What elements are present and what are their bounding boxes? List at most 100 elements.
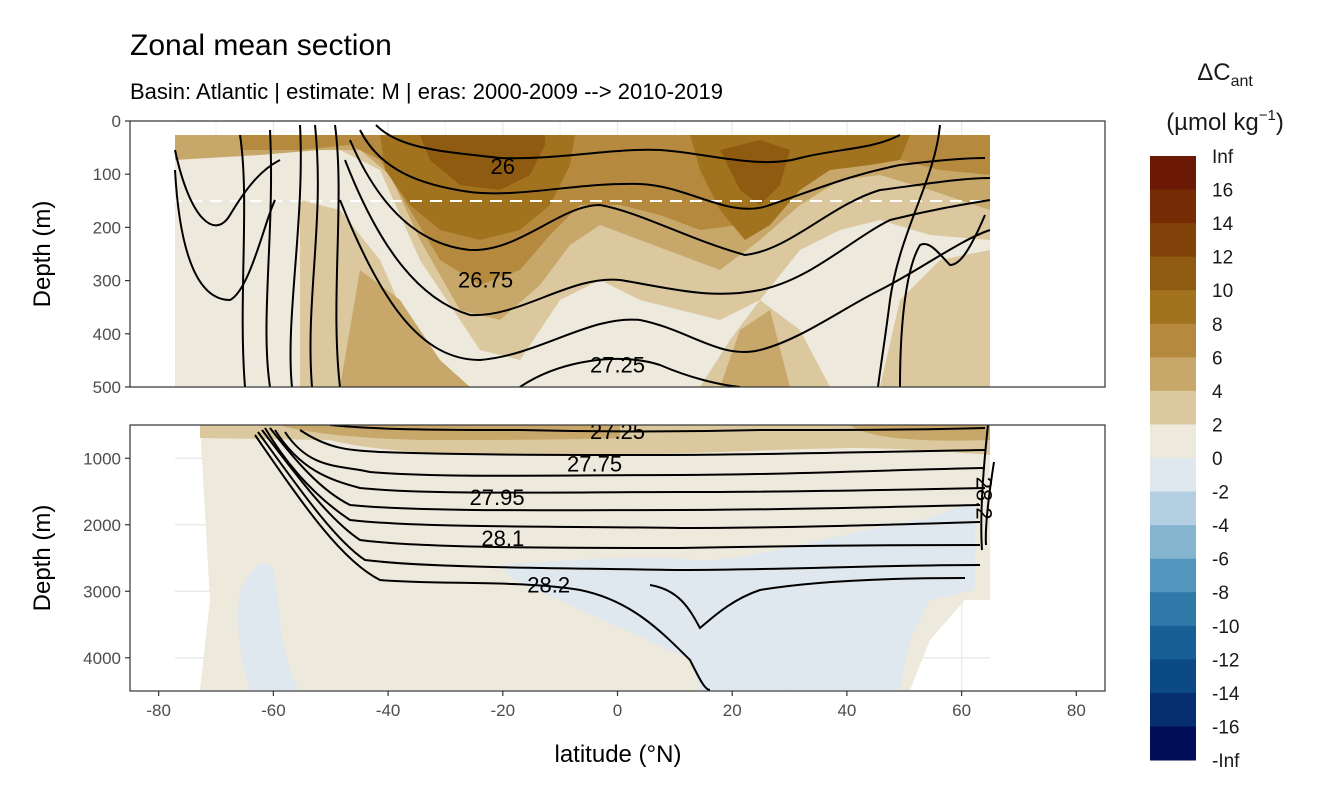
legend-label: 0 bbox=[1212, 449, 1223, 470]
legend-label: 2 bbox=[1212, 415, 1223, 436]
upper-y-axis-title: Depth (m) bbox=[29, 201, 56, 308]
contour-label: 27.95 bbox=[470, 485, 525, 510]
contour-steep-3 bbox=[289, 124, 302, 387]
chart-subtitle: Basin: Atlantic | estimate: M | eras: 20… bbox=[130, 79, 723, 104]
contour-label: 26 bbox=[491, 154, 515, 179]
upper-y-axis: 0 100 200 300 400 500 bbox=[93, 112, 130, 397]
legend-color-swatch bbox=[1150, 256, 1196, 291]
x-tick-label: -80 bbox=[146, 701, 171, 720]
legend-title-subscript: ant bbox=[1231, 73, 1254, 90]
contour-label: 28.2 bbox=[972, 477, 997, 520]
x-axis-title: latitude (°N) bbox=[555, 741, 682, 768]
contour-28-15 bbox=[257, 431, 981, 572]
legend-label: 6 bbox=[1212, 348, 1223, 369]
contour-26 bbox=[375, 124, 901, 164]
legend-label: -16 bbox=[1212, 717, 1239, 738]
y-tick-label: 0 bbox=[112, 112, 121, 131]
contour-steep-1 bbox=[334, 124, 341, 387]
legend-units-superscript: −1 bbox=[1259, 107, 1276, 124]
y-tick-label: 2000 bbox=[83, 516, 121, 535]
x-tick-label: 40 bbox=[837, 701, 856, 720]
lower-y-axis: 1000 2000 3000 4000 bbox=[83, 449, 130, 668]
x-tick-label: -60 bbox=[261, 701, 286, 720]
contour-label: 26.75 bbox=[458, 268, 513, 293]
x-tick-label: 60 bbox=[952, 701, 971, 720]
y-tick-label: 400 bbox=[93, 325, 121, 344]
contour-28 bbox=[264, 427, 981, 530]
legend-units-main: (µmol kg bbox=[1166, 109, 1259, 136]
legend-label: 8 bbox=[1212, 315, 1223, 336]
legend-color-swatch bbox=[1150, 223, 1196, 258]
upper-field-mask-right bbox=[990, 121, 1105, 387]
contour-north-edge-1 bbox=[980, 425, 989, 551]
contour-26-75 bbox=[344, 159, 991, 317]
legend-label: -10 bbox=[1212, 617, 1239, 638]
contour-north-edge-2 bbox=[984, 461, 995, 546]
y-tick-label: 4000 bbox=[83, 649, 121, 668]
contour-27-75 bbox=[284, 431, 986, 477]
legend-color-swatch bbox=[1150, 189, 1196, 224]
y-tick-label: 300 bbox=[93, 272, 121, 291]
contour-27 bbox=[339, 199, 991, 362]
contour-26-25 bbox=[359, 129, 986, 210]
contour-loop-south bbox=[174, 169, 276, 302]
contour-27-25 bbox=[519, 357, 741, 387]
lower-y-axis-title: Depth (m) bbox=[29, 505, 56, 612]
legend-color-swatch bbox=[1150, 625, 1196, 660]
contour-north-steep-1 bbox=[877, 124, 941, 387]
upper-density-contours bbox=[174, 124, 991, 387]
x-tick-label: 80 bbox=[1067, 701, 1086, 720]
upper-field-band-12 bbox=[420, 135, 790, 205]
legend-label: 10 bbox=[1212, 281, 1233, 302]
contour-loop-south-2 bbox=[174, 149, 281, 227]
legend-color-swatch bbox=[1150, 424, 1196, 459]
legend-title-main: ΔC bbox=[1197, 59, 1230, 86]
x-tick-label: 0 bbox=[613, 701, 622, 720]
y-tick-label: 100 bbox=[93, 165, 121, 184]
x-tick-label: 20 bbox=[723, 701, 742, 720]
contour-steep-2 bbox=[309, 124, 319, 387]
upper-contour-labels: 26 26.75 27.25 bbox=[458, 154, 645, 377]
legend-color-swatch bbox=[1150, 458, 1196, 493]
legend-label: -14 bbox=[1212, 684, 1240, 705]
legend-label: -4 bbox=[1212, 516, 1229, 537]
legend-color-swatch bbox=[1150, 357, 1196, 392]
legend-label: -6 bbox=[1212, 550, 1229, 571]
upper-panel: 26 26.75 27.25 0 100 200 300 400 500 Depth (m) bbox=[29, 112, 1106, 397]
legend-label: -8 bbox=[1212, 583, 1229, 604]
legend-color-swatch bbox=[1150, 659, 1196, 694]
legend-color-swatch bbox=[1150, 491, 1196, 526]
y-tick-label: 3000 bbox=[83, 582, 121, 601]
legend-color-swatch bbox=[1150, 290, 1196, 325]
contour-label: 27.25 bbox=[590, 419, 645, 444]
upper-panel-border bbox=[129, 120, 1106, 388]
y-tick-label: 1000 bbox=[83, 449, 121, 468]
lower-field-mask-right bbox=[990, 425, 1105, 691]
x-tick-label: -20 bbox=[491, 701, 516, 720]
x-axis: -80 -60 -40 -20 0 20 40 60 80 bbox=[146, 691, 1086, 720]
contour-label: 28.1 bbox=[481, 526, 524, 551]
upper-field: 26 26.75 27.25 bbox=[130, 121, 1105, 387]
x-tick-label: -40 bbox=[376, 701, 401, 720]
legend-label: -2 bbox=[1212, 483, 1229, 504]
contour-steep-4 bbox=[265, 129, 273, 387]
contour-label: 27.25 bbox=[590, 353, 645, 378]
lower-field-band-0b bbox=[238, 563, 300, 690]
contour-28-2-east bbox=[649, 577, 966, 630]
legend-color-swatch bbox=[1150, 525, 1196, 560]
legend-units: (µmol kg−1) bbox=[1166, 107, 1284, 136]
legend-labels: Inf 16 14 12 10 8 6 4 2 0 -2 -4 -6 -8 -10 -12 -14 -16 -Inf bbox=[1212, 147, 1240, 772]
legend-label: 4 bbox=[1212, 382, 1223, 403]
contour-27-5 bbox=[299, 429, 986, 457]
legend-color-swatch bbox=[1150, 558, 1196, 593]
colorbar-legend: ΔCant (µmol kg−1) Inf 16 14 12 10 8 6 4 2 0 -2 -4 -6… bbox=[1150, 59, 1284, 772]
lower-density-contours bbox=[254, 425, 995, 691]
contour-27-95 bbox=[269, 427, 981, 512]
upper-field-band-6b bbox=[340, 270, 790, 387]
contour-26-5 bbox=[349, 139, 991, 257]
legend-color-swatch bbox=[1150, 592, 1196, 627]
legend-label: -Inf bbox=[1212, 751, 1240, 772]
